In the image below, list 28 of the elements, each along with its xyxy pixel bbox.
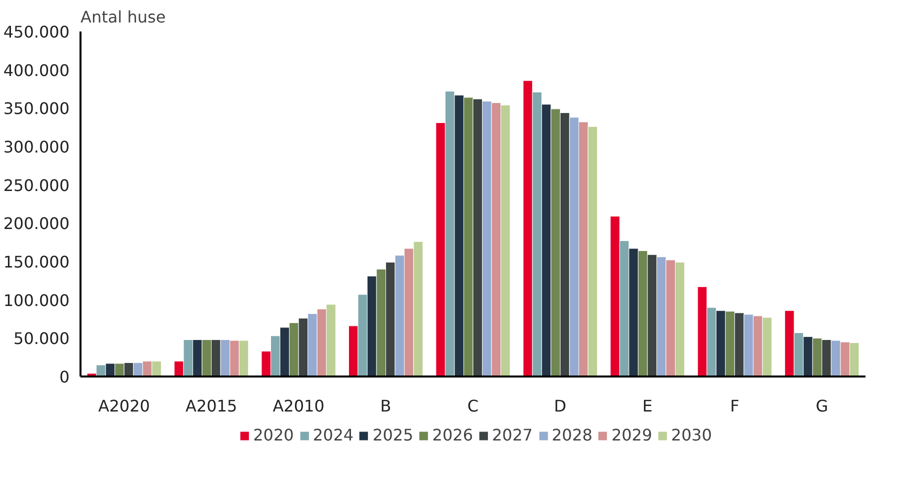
legend-label: 2025: [372, 426, 414, 444]
x-tick-label: G: [816, 396, 828, 416]
x-tick-label: B: [380, 396, 392, 416]
x-tick-label: F: [730, 396, 740, 416]
legend-label: 2028: [552, 426, 592, 444]
legend-label: 2024: [312, 426, 354, 444]
legend-label: 2030: [671, 426, 712, 444]
y-tick-label: 100.000: [3, 290, 70, 310]
y-tick-label: 50.000: [14, 329, 70, 348]
y-tick-label: 150.000: [3, 252, 70, 272]
legend-label: 2027: [492, 426, 533, 444]
x-tick-label: A2020: [98, 396, 150, 416]
y-tick-label: 200.000: [3, 214, 70, 234]
legend-label: 2029: [611, 426, 652, 444]
y-axis-title: Antal huse: [80, 8, 166, 26]
y-tick-label: 450.000: [3, 22, 70, 42]
x-tick-label: D: [554, 396, 566, 416]
y-tick-label: 350.000: [3, 99, 70, 118]
y-tick-label: 300.000: [3, 138, 70, 156]
legend-label: 2020: [253, 426, 294, 444]
x-tick-label: C: [467, 396, 479, 416]
y-tick-label: 250.000: [3, 176, 70, 195]
x-tick-label: A2015: [186, 396, 238, 416]
legend-label: 2026: [432, 426, 473, 444]
y-tick-label: 0: [59, 368, 70, 386]
x-tick-label: A2010: [272, 396, 324, 416]
x-tick-label: E: [642, 396, 652, 416]
y-tick-label: 400.000: [3, 60, 70, 80]
